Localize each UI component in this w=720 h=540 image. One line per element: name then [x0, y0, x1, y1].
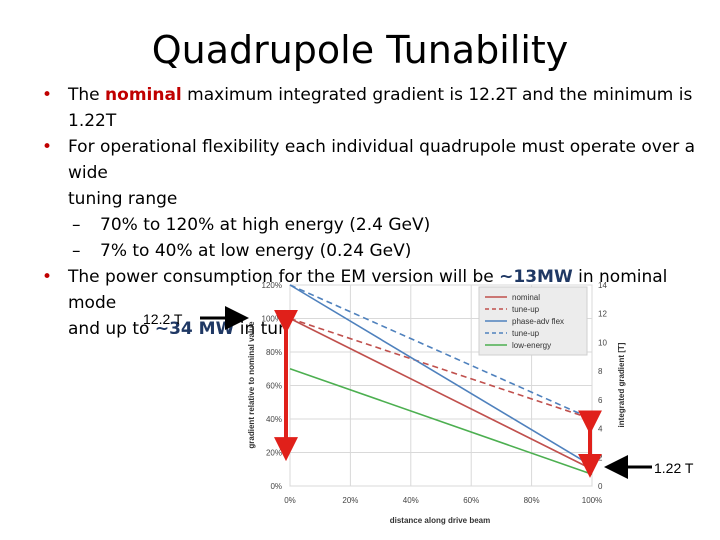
legend-label: nominal [512, 293, 540, 302]
y2-tick-label: 10 [598, 338, 607, 347]
y2-tick-label: 14 [598, 281, 607, 290]
y2-tick-label: 6 [598, 396, 603, 405]
x-tick-label: 0% [284, 496, 296, 505]
sub-bullet-1: – 70% to 120% at high energy (2.4 GeV) [42, 212, 714, 238]
bullet-3-line-2-pre: and up to [68, 319, 155, 339]
y2-axis-label: integrated gradient [T] [617, 342, 626, 427]
legend-label: tune-up [512, 305, 540, 314]
bullet-2-line-1: For operational flexibility each individ… [68, 137, 696, 183]
y-tick-label: 0% [270, 482, 282, 491]
y2-tick-label: 2 [598, 453, 603, 462]
y-tick-label: 40% [266, 415, 282, 424]
bullet-3-pre: The power consumption for the EM version… [68, 267, 500, 287]
slide-title: Quadrupole Tunability [151, 28, 569, 72]
y-tick-label: 20% [266, 449, 282, 458]
x-tick-label: 60% [463, 496, 479, 505]
series-line-1 [289, 317, 593, 420]
bullet-2-line-2: tuning range [68, 189, 178, 209]
sub-bullet-1-text: 70% to 120% at high energy (2.4 GeV) [100, 215, 431, 235]
legend-label: low-energy [512, 341, 551, 350]
power-tuneup: ~34 MW [154, 319, 235, 339]
x-tick-label: 40% [403, 496, 419, 505]
callout-12-2T: 12.2 T [143, 311, 183, 327]
power-nominal: ~13MW [499, 267, 573, 287]
bullet-dot: • [42, 85, 53, 105]
y-axis-label: gradient relative to nominal value [247, 321, 256, 449]
sub-bullet-2: – 7% to 40% at low energy (0.24 GeV) [42, 238, 714, 264]
callout-1-22T: 1.22 T [654, 460, 694, 476]
y2-tick-label: 0 [598, 482, 603, 491]
legend-label: tune-up [512, 329, 540, 338]
y-tick-label: 60% [266, 382, 282, 391]
bullet-dot: • [42, 267, 53, 287]
legend-label: phase-adv flex [512, 317, 564, 326]
y2-tick-label: 8 [598, 367, 603, 376]
bullet-1-post: maximum integrated gradient is 12.2T and… [68, 85, 693, 131]
bullet-2: • For operational flexibility each indiv… [42, 134, 714, 212]
y-tick-label: 80% [266, 348, 282, 357]
y-tick-label: 120% [262, 281, 282, 290]
sub-dash: – [72, 241, 81, 261]
series-line-0 [289, 317, 593, 470]
sub-bullet-2-text: 7% to 40% at low energy (0.24 GeV) [100, 241, 412, 261]
series-line-4 [289, 367, 593, 476]
series-line-2 [289, 284, 593, 467]
bullet-3-mid: in nominal mode [68, 267, 668, 313]
x-tick-label: 20% [342, 496, 358, 505]
x-tick-label: 80% [524, 496, 540, 505]
y-tick-label: 100% [262, 315, 282, 324]
x-tick-label: 100% [582, 496, 602, 505]
bullet-1-pre: The [68, 85, 106, 105]
y2-tick-label: 4 [598, 425, 603, 434]
x-axis-label: distance along drive beam [390, 516, 490, 525]
sub-dash: – [72, 215, 81, 235]
series-line-3 [289, 284, 593, 420]
bullet-dot: • [42, 137, 53, 157]
bullet-1-emph: nominal [105, 85, 182, 105]
bullet-1: • The nominal maximum integrated gradien… [42, 82, 714, 134]
y2-tick-label: 12 [598, 310, 607, 319]
